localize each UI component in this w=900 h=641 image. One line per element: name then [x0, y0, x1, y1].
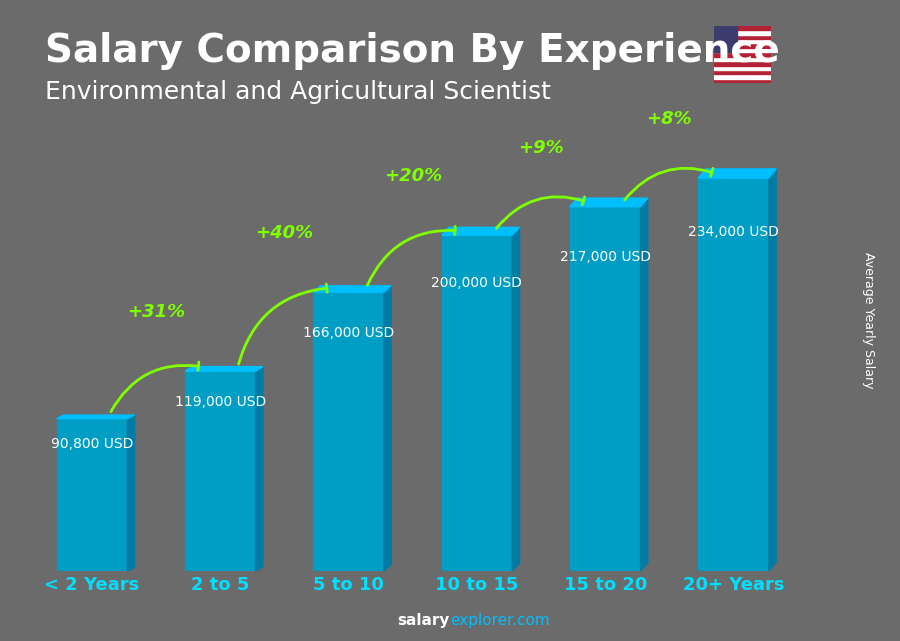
Bar: [714, 61, 771, 65]
Bar: [698, 178, 769, 571]
Text: +9%: +9%: [518, 138, 564, 157]
Bar: [714, 30, 771, 35]
Bar: [714, 79, 771, 83]
Text: 119,000 USD: 119,000 USD: [175, 395, 266, 409]
Bar: [714, 26, 737, 53]
Polygon shape: [698, 169, 776, 178]
Polygon shape: [313, 286, 392, 292]
Polygon shape: [442, 228, 519, 235]
Text: salary: salary: [398, 613, 450, 628]
Bar: [714, 56, 771, 61]
Text: +20%: +20%: [383, 167, 442, 185]
Text: Average Yearly Salary: Average Yearly Salary: [862, 253, 875, 388]
Bar: [714, 48, 771, 53]
Text: 200,000 USD: 200,000 USD: [431, 276, 522, 290]
Polygon shape: [384, 286, 392, 571]
Polygon shape: [185, 367, 263, 371]
Bar: [714, 74, 771, 79]
Bar: [714, 44, 771, 48]
Polygon shape: [57, 415, 135, 419]
Text: +40%: +40%: [256, 224, 313, 242]
Bar: [442, 235, 512, 571]
Polygon shape: [570, 198, 648, 206]
Bar: [570, 206, 641, 571]
Polygon shape: [641, 198, 648, 571]
Bar: [714, 39, 771, 44]
Bar: [714, 65, 771, 70]
Bar: [714, 26, 771, 30]
Text: 166,000 USD: 166,000 USD: [303, 326, 394, 340]
Polygon shape: [512, 228, 519, 571]
Bar: [185, 371, 256, 571]
Bar: [714, 35, 771, 39]
Bar: [313, 292, 384, 571]
Polygon shape: [127, 415, 135, 571]
Text: +31%: +31%: [127, 303, 185, 321]
Polygon shape: [769, 169, 776, 571]
Text: 234,000 USD: 234,000 USD: [688, 225, 779, 239]
Bar: [714, 53, 771, 56]
Polygon shape: [256, 367, 263, 571]
Bar: [57, 419, 127, 571]
Text: explorer.com: explorer.com: [450, 613, 550, 628]
Text: +8%: +8%: [646, 110, 692, 128]
Bar: [714, 70, 771, 74]
Text: 90,800 USD: 90,800 USD: [50, 437, 133, 451]
Text: 217,000 USD: 217,000 USD: [560, 251, 651, 264]
Text: Salary Comparison By Experience: Salary Comparison By Experience: [45, 32, 779, 70]
Text: Environmental and Agricultural Scientist: Environmental and Agricultural Scientist: [45, 80, 551, 104]
